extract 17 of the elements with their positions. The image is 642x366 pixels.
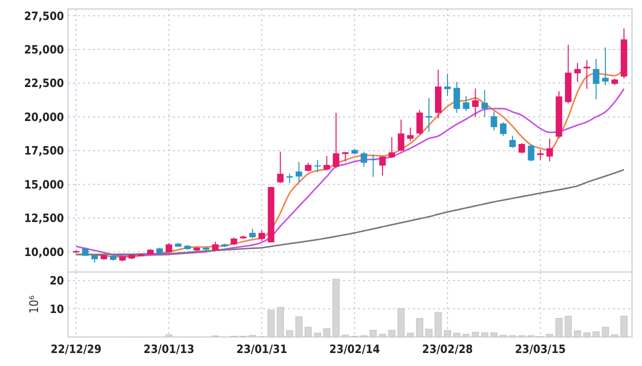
y-axis-title: 10⁶ [27, 295, 41, 314]
x-tick-label: 23/02/14 [329, 342, 380, 356]
x-tick-label: 23/03/15 [515, 342, 566, 356]
x-tick-label: 23/01/31 [236, 342, 288, 356]
x-tick-label: 23/01/13 [144, 342, 194, 356]
y-tick-label: 12,500 [24, 211, 64, 226]
y-tick-label: 25,000 [24, 42, 64, 56]
y-tick-label: 27,500 [24, 8, 64, 23]
y-tick-label: 22,500 [24, 76, 64, 90]
x-tick-label: 23/02/28 [422, 342, 473, 356]
y-tick-label: 20,000 [24, 110, 64, 124]
x-tick-label: 22/12/29 [50, 342, 102, 356]
y-tick-label: 10 [50, 302, 64, 316]
y-tick-label: 10,000 [24, 244, 64, 259]
y-tick-label: 17,500 [24, 144, 64, 158]
y-tick-label: 20 [50, 274, 64, 288]
y-tick-label: 15,000 [24, 177, 64, 192]
